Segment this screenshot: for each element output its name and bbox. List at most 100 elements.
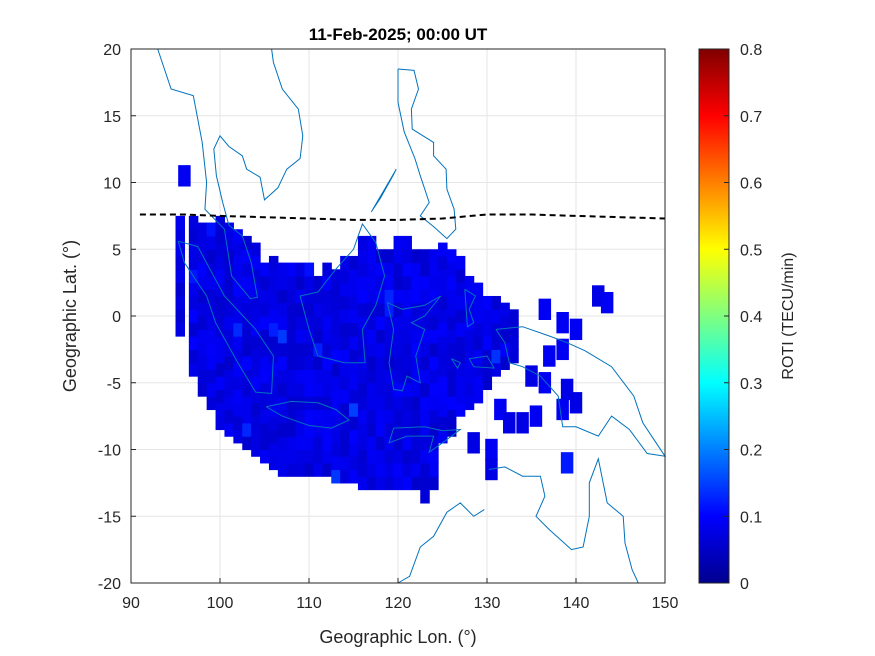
roti-cell	[349, 362, 359, 377]
roti-cell	[366, 356, 377, 370]
roti-cell	[411, 396, 421, 411]
roti-cell	[516, 412, 529, 434]
roti-cell	[429, 289, 439, 304]
roti-cell	[455, 349, 466, 364]
roti-cell	[242, 436, 252, 451]
colorbar-tick-label: 0.4	[740, 309, 762, 326]
roti-cell	[473, 295, 484, 310]
roti-cell	[242, 316, 252, 330]
roti-cell	[304, 409, 315, 424]
roti-cell	[197, 316, 208, 330]
roti-cell	[384, 369, 395, 384]
roti-cell	[313, 409, 323, 424]
y-tick-label: -10	[98, 443, 121, 460]
roti-cell	[206, 342, 217, 357]
roti-cell	[215, 309, 226, 324]
y-axis-label: Geographic Lat. (°)	[60, 240, 80, 392]
colorbar-tick-label: 0.1	[740, 509, 762, 526]
roti-cell	[349, 282, 359, 297]
roti-cell	[331, 416, 341, 431]
roti-cell	[331, 282, 341, 297]
roti-cell	[188, 309, 199, 324]
roti-cell	[313, 436, 323, 451]
roti-cell	[224, 356, 234, 370]
roti-cell	[251, 269, 261, 284]
roti-cell	[313, 329, 323, 344]
roti-cell	[446, 289, 457, 304]
roti-cell	[429, 262, 439, 277]
roti-cell	[175, 295, 185, 310]
roti-cell	[233, 255, 243, 270]
roti-cell	[402, 449, 412, 464]
roti-cell	[322, 436, 332, 451]
roti-cell	[375, 289, 386, 304]
roti-cell	[233, 282, 243, 297]
roti-cell	[455, 402, 466, 417]
roti-cell	[402, 316, 412, 330]
roti-cell	[455, 336, 466, 350]
roti-cell	[384, 342, 395, 357]
roti-cell	[556, 311, 569, 334]
roti-cell	[393, 476, 404, 491]
roti-cell	[357, 422, 368, 437]
roti-cell	[277, 302, 288, 317]
coastline	[488, 456, 639, 584]
roti-cell	[322, 462, 332, 477]
roti-cell	[242, 422, 252, 437]
roti-cell	[331, 336, 341, 350]
roti-cell	[224, 316, 234, 330]
roti-cell	[429, 449, 439, 464]
roti-cell	[438, 295, 448, 310]
roti-cell	[464, 382, 475, 397]
roti-cell	[322, 449, 332, 464]
roti-cell	[569, 318, 583, 341]
roti-cell	[295, 329, 306, 344]
roti-cell	[438, 336, 448, 350]
roti-cell	[268, 269, 279, 284]
coastline	[468, 355, 496, 369]
roti-cell	[438, 242, 448, 257]
x-tick-label: 90	[122, 595, 140, 612]
roti-cell	[402, 302, 412, 317]
roti-cell	[438, 322, 448, 337]
roti-cell	[349, 295, 359, 310]
roti-cell	[188, 242, 199, 257]
roti-cell	[349, 255, 359, 270]
coastline	[157, 48, 304, 300]
roti-cell	[349, 389, 359, 404]
roti-cell	[215, 349, 226, 364]
chart-title: 11-Feb-2025; 00:00 UT	[309, 25, 488, 44]
roti-cell	[349, 402, 359, 417]
roti-cell	[438, 282, 448, 297]
roti-cell	[446, 316, 457, 330]
roti-cell	[438, 349, 448, 364]
roti-cell	[251, 336, 261, 350]
roti-cell	[304, 462, 315, 477]
roti-cell	[242, 275, 252, 290]
roti-cell	[242, 262, 252, 277]
roti-cell	[286, 329, 297, 344]
roti-cell	[313, 449, 323, 464]
roti-cell	[455, 295, 466, 310]
roti-cell	[197, 222, 208, 237]
roti-cell	[411, 329, 421, 344]
roti-cell	[188, 229, 199, 244]
roti-cell	[357, 249, 368, 264]
roti-cell	[402, 382, 412, 397]
roti-cell	[366, 302, 377, 317]
roti-cell	[233, 229, 243, 244]
roti-cell	[224, 249, 234, 264]
roti-cell	[538, 372, 552, 394]
y-axis-ticks: 20 15 10 5 0 -5 -10 -15 -20	[98, 42, 136, 593]
roti-cell	[331, 456, 341, 471]
y-tick-label: 0	[112, 309, 121, 326]
roti-cell	[375, 275, 386, 290]
roti-cell	[384, 249, 395, 264]
roti-cell	[277, 289, 288, 304]
roti-cell	[446, 329, 457, 344]
roti-cell	[251, 309, 261, 324]
roti-cell	[340, 336, 350, 350]
roti-cell	[384, 449, 395, 464]
roti-cell	[509, 309, 519, 324]
roti-cell	[349, 349, 359, 364]
